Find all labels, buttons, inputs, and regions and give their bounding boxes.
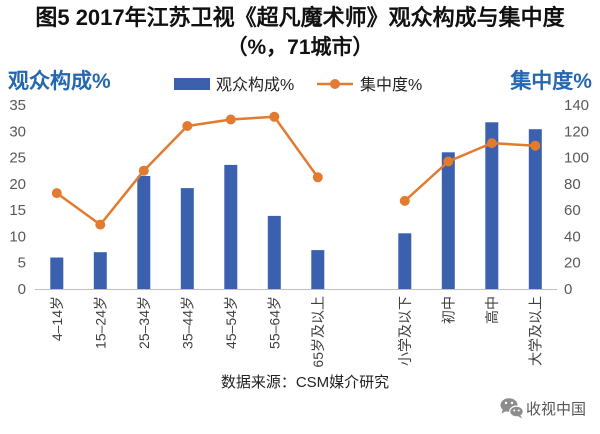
watermark-text: 收视中国 — [526, 401, 586, 418]
y-right-tick-label: 60 — [564, 202, 581, 219]
y-left-tick-label: 20 — [9, 176, 26, 193]
line-marker — [530, 140, 541, 151]
line-marker — [225, 114, 236, 125]
y-right-tick-label: 20 — [564, 255, 581, 272]
legend: 观众构成% 集中度% — [174, 76, 422, 94]
x-tick-label: 4–14岁 — [49, 296, 65, 341]
data-source-note: 数据来源：CSM媒介研究 — [221, 374, 389, 391]
y-right-tick-label: 80 — [564, 176, 581, 193]
legend-swatch-bar — [174, 78, 210, 90]
y-left-tick-label: 30 — [9, 123, 26, 140]
bar — [50, 257, 64, 289]
bar — [180, 188, 194, 289]
y-right-tick-label: 140 — [564, 97, 589, 114]
bar — [311, 250, 325, 289]
y-axis-right-title: 集中度% — [509, 69, 592, 93]
y-left-tick-label: 5 — [18, 255, 26, 272]
y-axis-left-title: 观众构成% — [8, 69, 111, 93]
y-axis-right-ticks: 0 20 40 60 80 100 120 140 — [564, 97, 589, 298]
x-tick-label: 大学及以上 — [527, 296, 543, 366]
bar — [93, 252, 107, 289]
legend-label-line: 集中度% — [360, 76, 422, 94]
chart-subtitle: （%，71城市） — [226, 35, 373, 59]
line-marker — [486, 138, 497, 149]
line-marker — [51, 188, 62, 199]
bar — [267, 215, 281, 289]
x-tick-label: 15–24岁 — [92, 296, 108, 349]
y-right-tick-label: 40 — [564, 228, 581, 245]
y-left-tick-label: 35 — [9, 97, 26, 114]
bar — [528, 129, 542, 289]
y-left-tick-label: 25 — [9, 150, 26, 167]
bar — [224, 164, 238, 289]
y-left-tick-label: 0 — [18, 281, 26, 298]
line-marker — [138, 165, 149, 176]
y-right-tick-label: 120 — [564, 123, 589, 140]
line-marker — [443, 156, 454, 167]
line-marker — [269, 111, 280, 122]
x-tick-label: 高中 — [484, 296, 500, 324]
legend-label-bar: 观众构成% — [216, 76, 294, 94]
y-right-tick-label: 100 — [564, 150, 589, 167]
x-tick-label: 小学及以下 — [397, 296, 413, 366]
y-left-tick-label: 10 — [9, 228, 26, 245]
x-tick-label: 25–34岁 — [136, 296, 152, 349]
x-axis-labels: 4–14岁 15–24岁 25–34岁 35–44岁 45–54岁 55–64岁 65岁及以… — [49, 296, 543, 368]
bar-series — [50, 122, 542, 289]
wechat-icon — [500, 398, 524, 419]
line-marker — [182, 121, 193, 131]
x-tick-label: 65岁及以上 — [310, 296, 326, 368]
line-segment — [403, 141, 537, 203]
watermark: 收视中国 — [500, 398, 586, 419]
bar — [398, 233, 412, 289]
line-marker — [95, 219, 106, 230]
line-series — [51, 111, 541, 230]
legend-swatch-marker — [330, 79, 340, 89]
line-marker — [399, 195, 410, 206]
y-right-tick-label: 0 — [564, 281, 572, 298]
bar — [485, 122, 499, 289]
x-tick-label: 55–64岁 — [266, 296, 282, 349]
y-left-tick-label: 15 — [9, 202, 26, 219]
y-axis-left-ticks: 0 5 10 15 20 25 30 35 — [9, 97, 26, 298]
bar — [137, 176, 151, 289]
bar — [441, 152, 455, 289]
line-marker — [312, 172, 323, 183]
x-tick-label: 35–44岁 — [179, 296, 195, 349]
chart-title: 图5 2017年江苏卫视《超凡魔术师》观众构成与集中度 — [35, 5, 565, 30]
x-tick-label: 初中 — [440, 296, 456, 324]
x-tick-label: 45–54岁 — [223, 296, 239, 349]
